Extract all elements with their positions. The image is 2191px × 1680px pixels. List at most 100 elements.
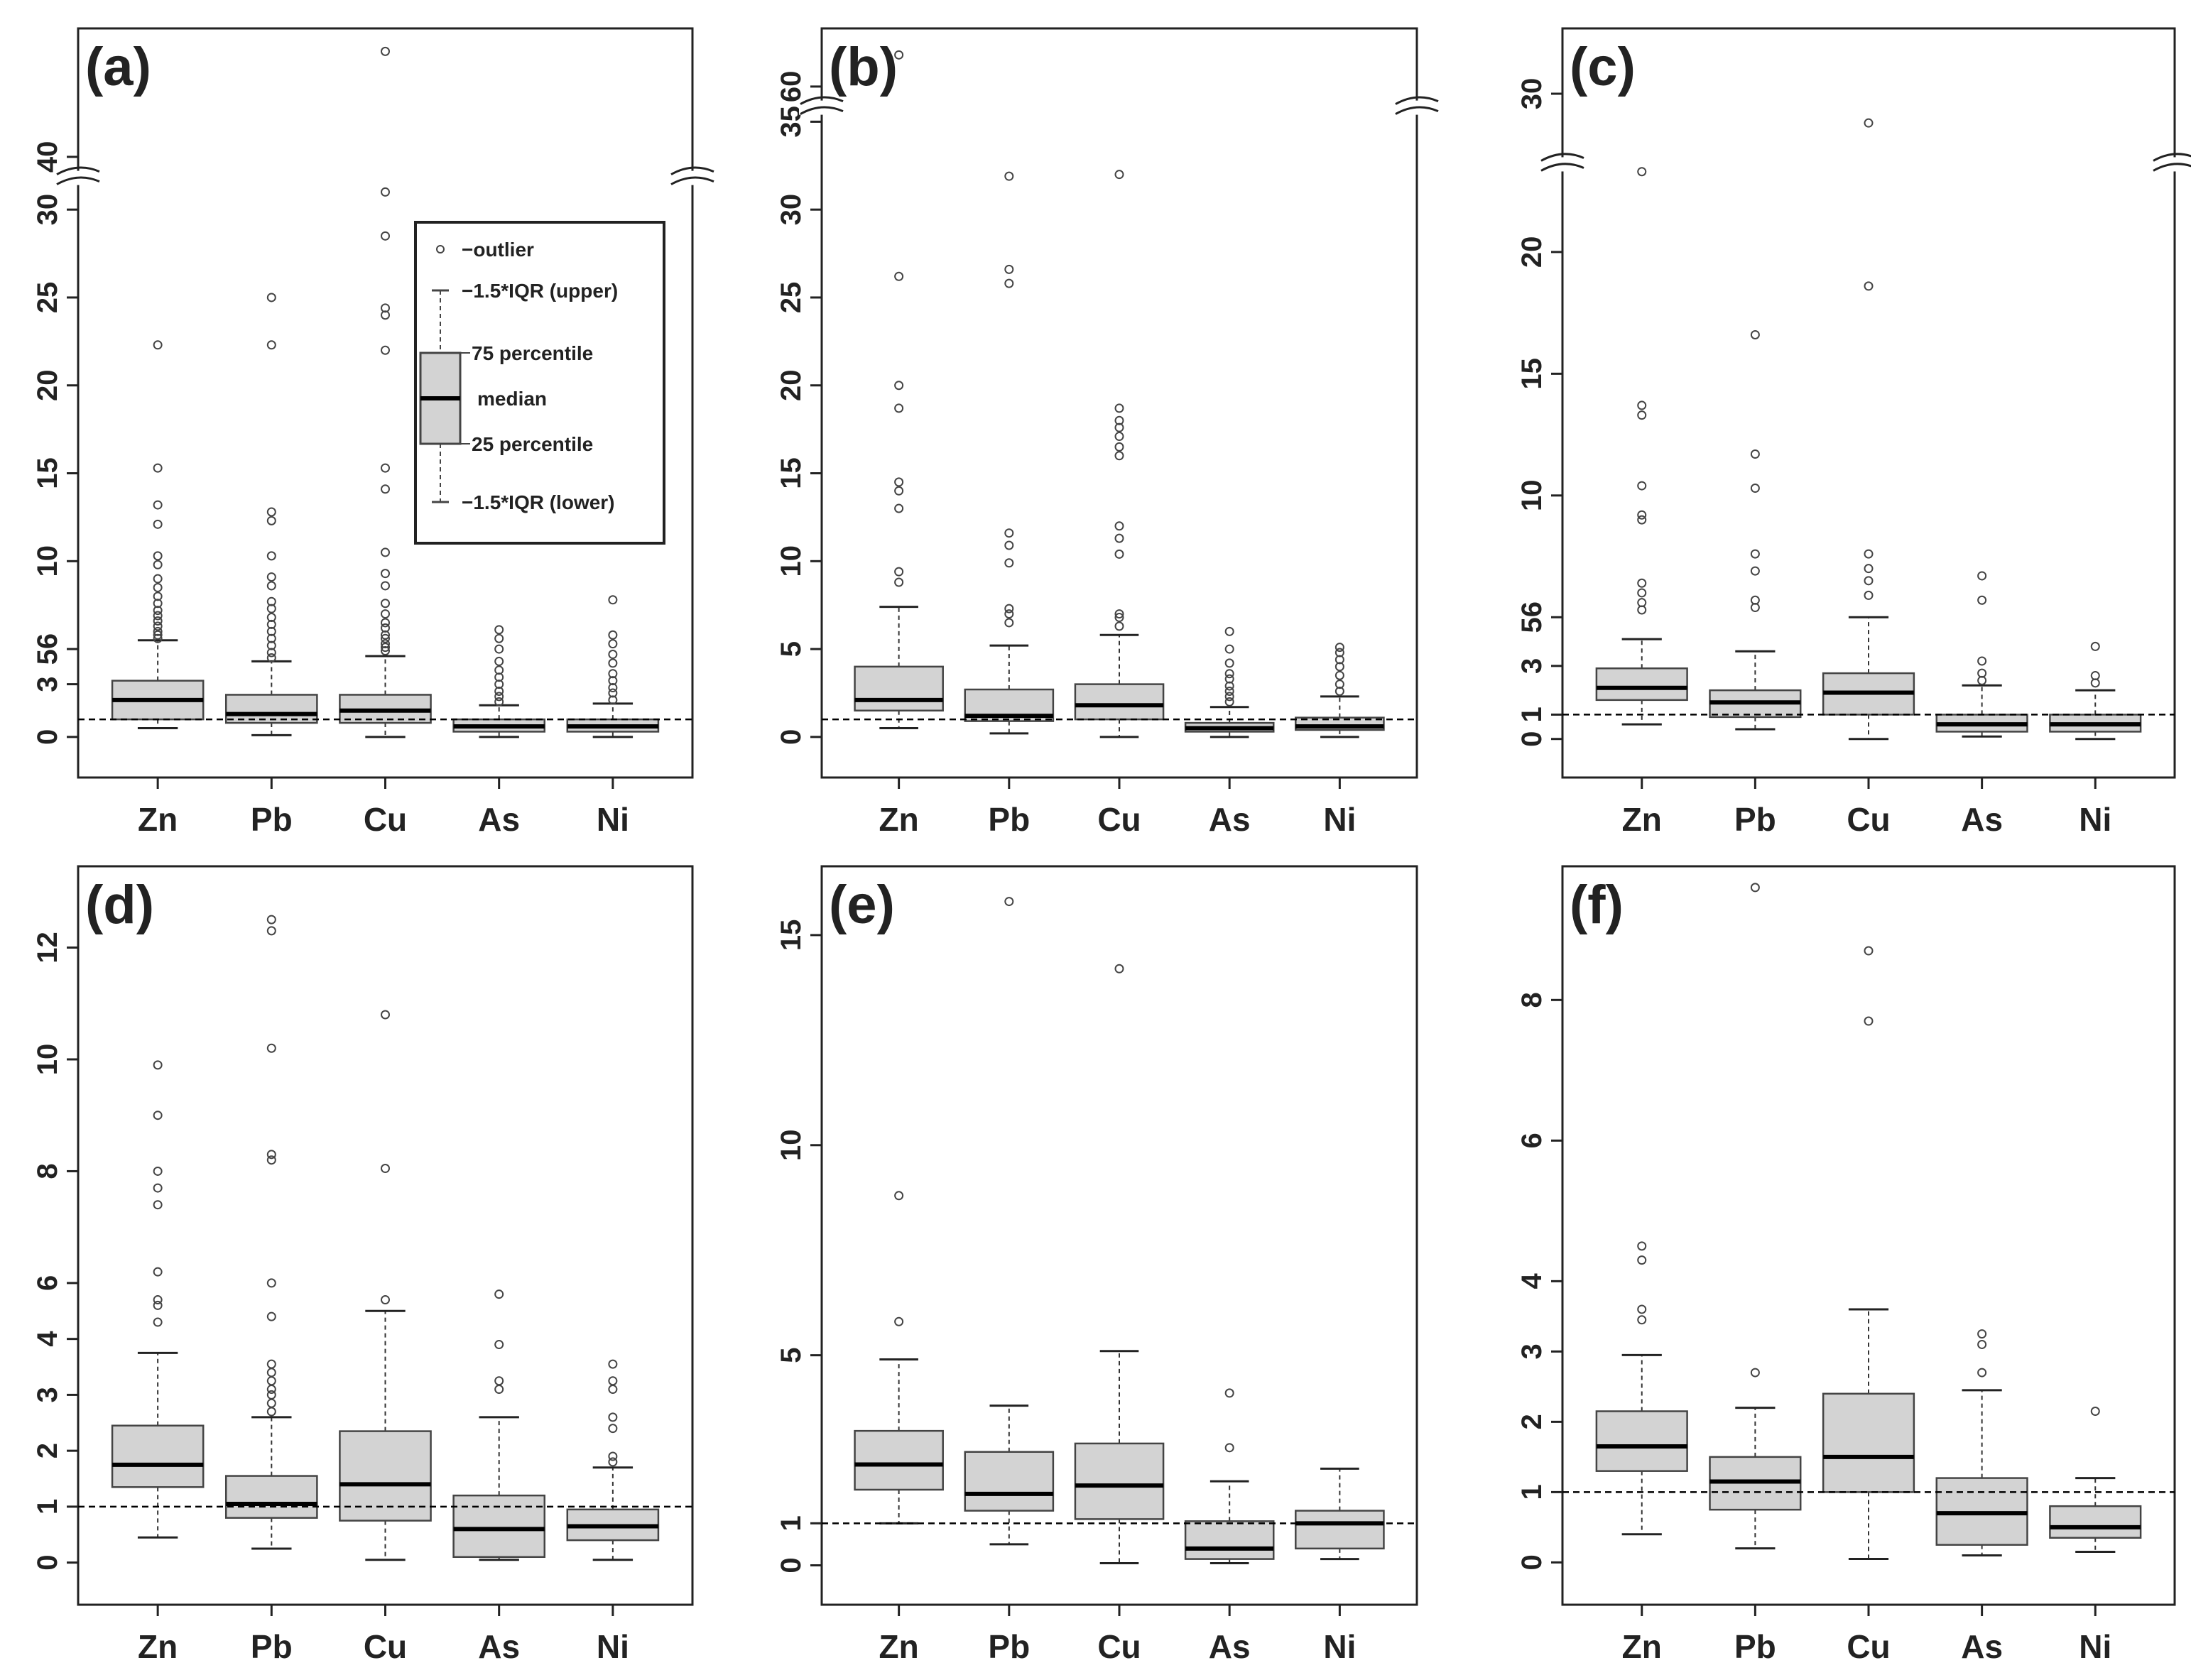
x-tick-label: Pb xyxy=(1734,801,1776,838)
outlier-point xyxy=(608,669,618,679)
panel-label: (c) xyxy=(1570,37,1636,97)
axis-break-mark xyxy=(1395,106,1439,115)
box-Ni xyxy=(1295,643,1385,738)
outlier-point xyxy=(894,567,904,577)
x-tick-label: Pb xyxy=(1734,1628,1776,1665)
outlier-point xyxy=(1334,680,1344,689)
outlier-point xyxy=(153,574,163,584)
axis-break-mark xyxy=(1395,96,1439,105)
panel-c: (c) 0 1 3 56 10 15 20 30 Zn Pb Cu As Ni xyxy=(1516,27,2191,838)
y-tick-label: 6 xyxy=(32,1275,63,1291)
outlier-point xyxy=(381,46,390,56)
box-As xyxy=(452,625,546,738)
outlier-point xyxy=(153,551,163,561)
axis-break-mark xyxy=(670,176,714,185)
outlier-point xyxy=(894,503,904,513)
outlier-point xyxy=(494,1385,504,1395)
outlier-point xyxy=(1224,626,1234,636)
box-iqr xyxy=(1074,683,1165,721)
outlier-point xyxy=(381,599,390,609)
box-iqr xyxy=(1184,1520,1275,1560)
outlier-point xyxy=(1224,669,1234,679)
outlier-point xyxy=(266,626,276,636)
outlier-point xyxy=(608,1376,618,1386)
x-tick-label: As xyxy=(1961,801,2003,838)
y-tick-label: 20 xyxy=(776,369,807,401)
outlier-point xyxy=(1977,1339,1987,1349)
y-tick-label: 2 xyxy=(1516,1414,1548,1429)
outlier-point xyxy=(2090,1407,2100,1417)
y-tick-label: 20 xyxy=(1516,236,1548,268)
outlier-point xyxy=(608,595,618,605)
x-tick-label: Cu xyxy=(1847,1628,1890,1665)
y-tick-label: 3 xyxy=(32,676,63,692)
x-tick-label: Pb xyxy=(251,801,293,838)
outlier-point xyxy=(1224,674,1234,684)
outlier-point xyxy=(266,926,276,936)
outlier-point xyxy=(266,1407,276,1417)
outlier-point xyxy=(1750,883,1760,893)
outlier-point xyxy=(381,310,390,320)
outlier-point xyxy=(266,1376,276,1386)
x-tick-label: Zn xyxy=(138,801,178,838)
axis-break-mark xyxy=(1540,153,1584,162)
y-tick-label: 25 xyxy=(32,282,63,314)
box-Zn xyxy=(111,1060,205,1539)
outlier-point xyxy=(153,591,163,601)
axis-break-mark xyxy=(2153,163,2191,172)
outlier-point xyxy=(894,50,904,60)
y-tick-label: 1 xyxy=(1516,1484,1548,1500)
y-tick-label: 0 xyxy=(32,729,63,745)
box-iqr xyxy=(1595,1410,1688,1472)
outlier-point xyxy=(1114,422,1124,432)
outlier-point xyxy=(1004,558,1014,568)
panel-label: (b) xyxy=(829,37,898,97)
x-tick-label: Zn xyxy=(879,1628,919,1665)
axis-break-mark xyxy=(56,176,100,185)
outlier-point xyxy=(608,1412,618,1422)
outlier-point xyxy=(1864,590,1874,600)
box-Pb xyxy=(224,293,318,736)
outlier-point xyxy=(381,581,390,591)
outlier-point xyxy=(1004,609,1014,619)
outlier-point xyxy=(1637,510,1647,520)
outlier-point xyxy=(266,596,276,606)
box-Ni xyxy=(566,595,660,738)
panel-label: (a) xyxy=(85,37,151,97)
outlier-point xyxy=(608,658,618,668)
outlier-point xyxy=(894,381,904,391)
outlier-point xyxy=(494,680,504,689)
outlier-point xyxy=(1637,1241,1647,1251)
x-tick-label: Ni xyxy=(597,1628,629,1665)
outlier-point xyxy=(894,1316,904,1326)
outlier-point xyxy=(494,1376,504,1386)
box-Pb xyxy=(224,915,318,1550)
outlier-point xyxy=(894,477,904,487)
outlier-point xyxy=(494,692,504,702)
outlier-point xyxy=(494,625,504,635)
outlier-point xyxy=(1004,540,1014,550)
outlier-point xyxy=(266,653,276,662)
x-tick-label: Ni xyxy=(597,801,629,838)
outlier-point xyxy=(266,551,276,561)
outlier-point xyxy=(1224,658,1234,668)
outlier-point xyxy=(1637,410,1647,420)
outlier-point xyxy=(1224,692,1234,702)
outlier-point xyxy=(1864,549,1874,559)
outlier-point xyxy=(153,519,163,529)
box-Zn xyxy=(1595,167,1688,726)
outlier-point xyxy=(1637,598,1647,608)
outlier-point xyxy=(1334,662,1344,672)
y-tick-label: 30 xyxy=(1516,78,1548,110)
outlier-point xyxy=(1637,400,1647,410)
outlier-point xyxy=(266,619,276,629)
axis-break-mark xyxy=(56,166,100,175)
y-tick-label: 20 xyxy=(32,369,63,401)
y-tick-label: 40 xyxy=(32,141,63,173)
outlier-point xyxy=(1114,609,1124,619)
outlier-point xyxy=(2090,671,2100,681)
box-iqr xyxy=(964,1451,1055,1512)
